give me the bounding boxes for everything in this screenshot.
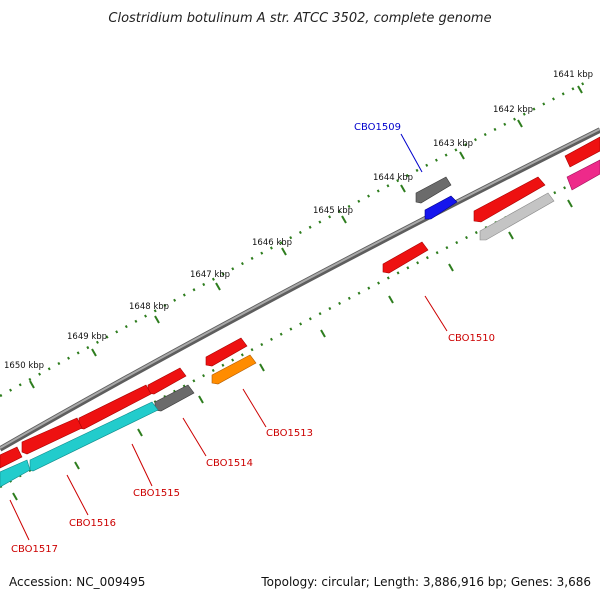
label-leaders bbox=[9, 133, 448, 541]
ruler-label: 1645 kbp bbox=[313, 206, 353, 216]
gene-cds bbox=[205, 337, 248, 367]
gene-cds-blue bbox=[424, 195, 458, 220]
reverse-strand-genes bbox=[0, 241, 429, 488]
gene-cbo1515 bbox=[29, 401, 159, 472]
gene-cbo1516 bbox=[0, 459, 31, 488]
ruler-label: 1647 kbp bbox=[190, 270, 230, 280]
ruler-label: 1643 kbp bbox=[433, 139, 473, 149]
outer-ruler bbox=[0, 78, 591, 398]
gene-label-cbo1509: CBO1509 bbox=[354, 122, 401, 133]
gene-label-cbo1515: CBO1515 bbox=[133, 488, 180, 499]
map-title: Clostridium botulinum A str. ATCC 3502, … bbox=[108, 11, 491, 26]
forward-strand-genes bbox=[415, 136, 600, 241]
ruler-labels: 1641 kbp 1642 kbp 1643 kbp 1644 kbp 1645… bbox=[4, 70, 593, 371]
gene-cbo1509 bbox=[415, 176, 452, 204]
ruler-label: 1650 kbp bbox=[4, 361, 44, 371]
gene-cds bbox=[566, 159, 600, 191]
ruler-label: 1644 kbp bbox=[373, 173, 413, 183]
gene-cds bbox=[21, 417, 83, 455]
accession-text: Accession: NC_009495 bbox=[9, 575, 145, 589]
gene-label-cbo1517: CBO1517 bbox=[11, 544, 58, 555]
gene-label-cbo1510: CBO1510 bbox=[448, 333, 495, 344]
gene-cds bbox=[0, 446, 23, 469]
gene-cbo1510 bbox=[382, 241, 429, 274]
genome-summary-text: Topology: circular; Length: 3,886,916 bp… bbox=[260, 575, 591, 589]
gene-cds bbox=[473, 176, 546, 223]
gene-cds bbox=[479, 192, 555, 241]
ruler-label: 1641 kbp bbox=[553, 70, 593, 80]
ruler-label: 1646 kbp bbox=[252, 238, 292, 248]
ruler-label: 1642 kbp bbox=[493, 105, 533, 115]
ruler-label: 1648 kbp bbox=[129, 302, 169, 312]
ruler-label: 1649 kbp bbox=[67, 332, 107, 342]
gene-cds bbox=[564, 136, 600, 168]
gene-label-cbo1513: CBO1513 bbox=[266, 428, 313, 439]
gene-labels: CBO1509 CBO1510 CBO1513 CBO1514 CBO1515 … bbox=[11, 122, 495, 555]
gene-cbo1513 bbox=[211, 354, 257, 385]
gene-label-cbo1516: CBO1516 bbox=[69, 518, 116, 529]
major-ticks bbox=[29, 85, 583, 389]
genome-backbone bbox=[0, 127, 600, 452]
gene-label-cbo1514: CBO1514 bbox=[206, 458, 253, 469]
